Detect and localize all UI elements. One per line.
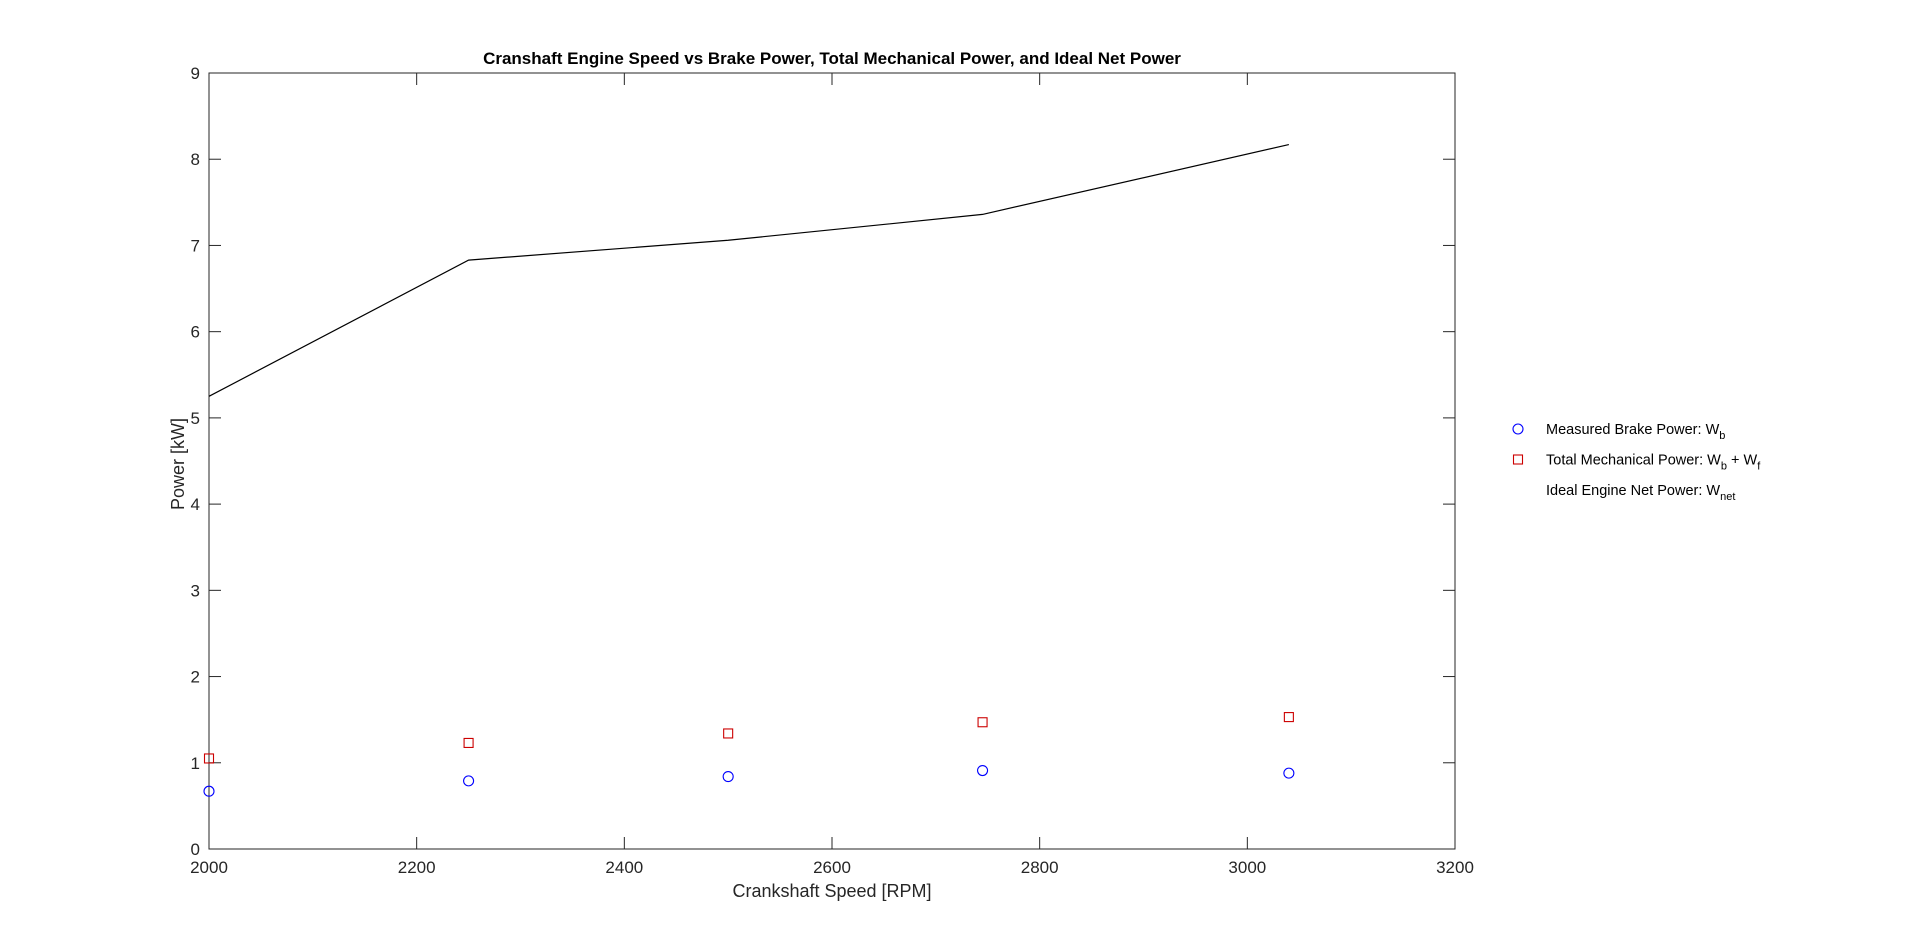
series-0 [203, 764, 1295, 797]
data-point [1283, 767, 1295, 779]
legend-label-text: Total Mechanical Power: W [1546, 453, 1721, 469]
x-axis-label: Crankshaft Speed [RPM] [732, 881, 931, 901]
series-2 [208, 143, 1290, 397]
y-axis-label: Power [kW] [168, 418, 188, 510]
legend-label-subscript: b [1721, 461, 1727, 473]
y-tick-label: 2 [191, 668, 200, 687]
legend-label: Ideal Engine Net Power: Wnet [1546, 483, 1735, 503]
plot-area: 2000 2200 2400 2600 2800 3000 3200 0 1 2 3 4 5 6 7 8 9 [190, 64, 1474, 877]
y-tick-label: 0 [191, 840, 200, 859]
chart-title: Cranshaft Engine Speed vs Brake Power, T… [483, 49, 1181, 68]
data-point [463, 737, 474, 748]
legend-label-text: Ideal Engine Net Power: W [1546, 483, 1720, 499]
legend-marker [1512, 423, 1524, 435]
data-point [1283, 712, 1294, 723]
data-point [722, 771, 734, 783]
x-tick-label: 2600 [813, 858, 851, 877]
data-point [203, 785, 215, 797]
data-point [203, 753, 215, 764]
legend-label-subscript: b [1719, 430, 1725, 442]
y-tick-label: 9 [191, 64, 200, 83]
data-point [463, 775, 475, 787]
y-tick-label: 8 [191, 150, 200, 169]
series-1 [203, 712, 1294, 764]
data-point [977, 717, 988, 728]
y-tick-label: 5 [191, 409, 200, 428]
data-point [723, 728, 734, 739]
x-tick-label: 2400 [605, 858, 643, 877]
y-tick-label: 1 [191, 754, 200, 773]
legend-label: Measured Brake Power: Wb [1546, 422, 1725, 442]
y-tick-label: 7 [191, 236, 200, 255]
legend-label-subscript: net [1720, 491, 1735, 503]
data-point [977, 764, 989, 777]
legend-label-subscript: f [1757, 461, 1761, 473]
legend-label: Total Mechanical Power: Wb + Wf [1546, 453, 1761, 473]
y-tick-label: 3 [191, 581, 200, 600]
x-tick-label: 3000 [1228, 858, 1266, 877]
y-tick-label: 6 [191, 323, 200, 342]
legend-marker [1512, 454, 1524, 465]
axes-box [208, 72, 1456, 850]
legend-label-text: Measured Brake Power: W [1546, 422, 1720, 438]
x-tick-label: 2000 [190, 858, 228, 877]
x-tick-label: 2800 [1021, 858, 1059, 877]
y-tick-label: 4 [191, 495, 200, 514]
legend-label-text: + W [1727, 453, 1758, 469]
series-line [208, 143, 1290, 397]
x-tick-label: 2200 [398, 858, 436, 877]
x-tick-label: 3200 [1436, 858, 1474, 877]
